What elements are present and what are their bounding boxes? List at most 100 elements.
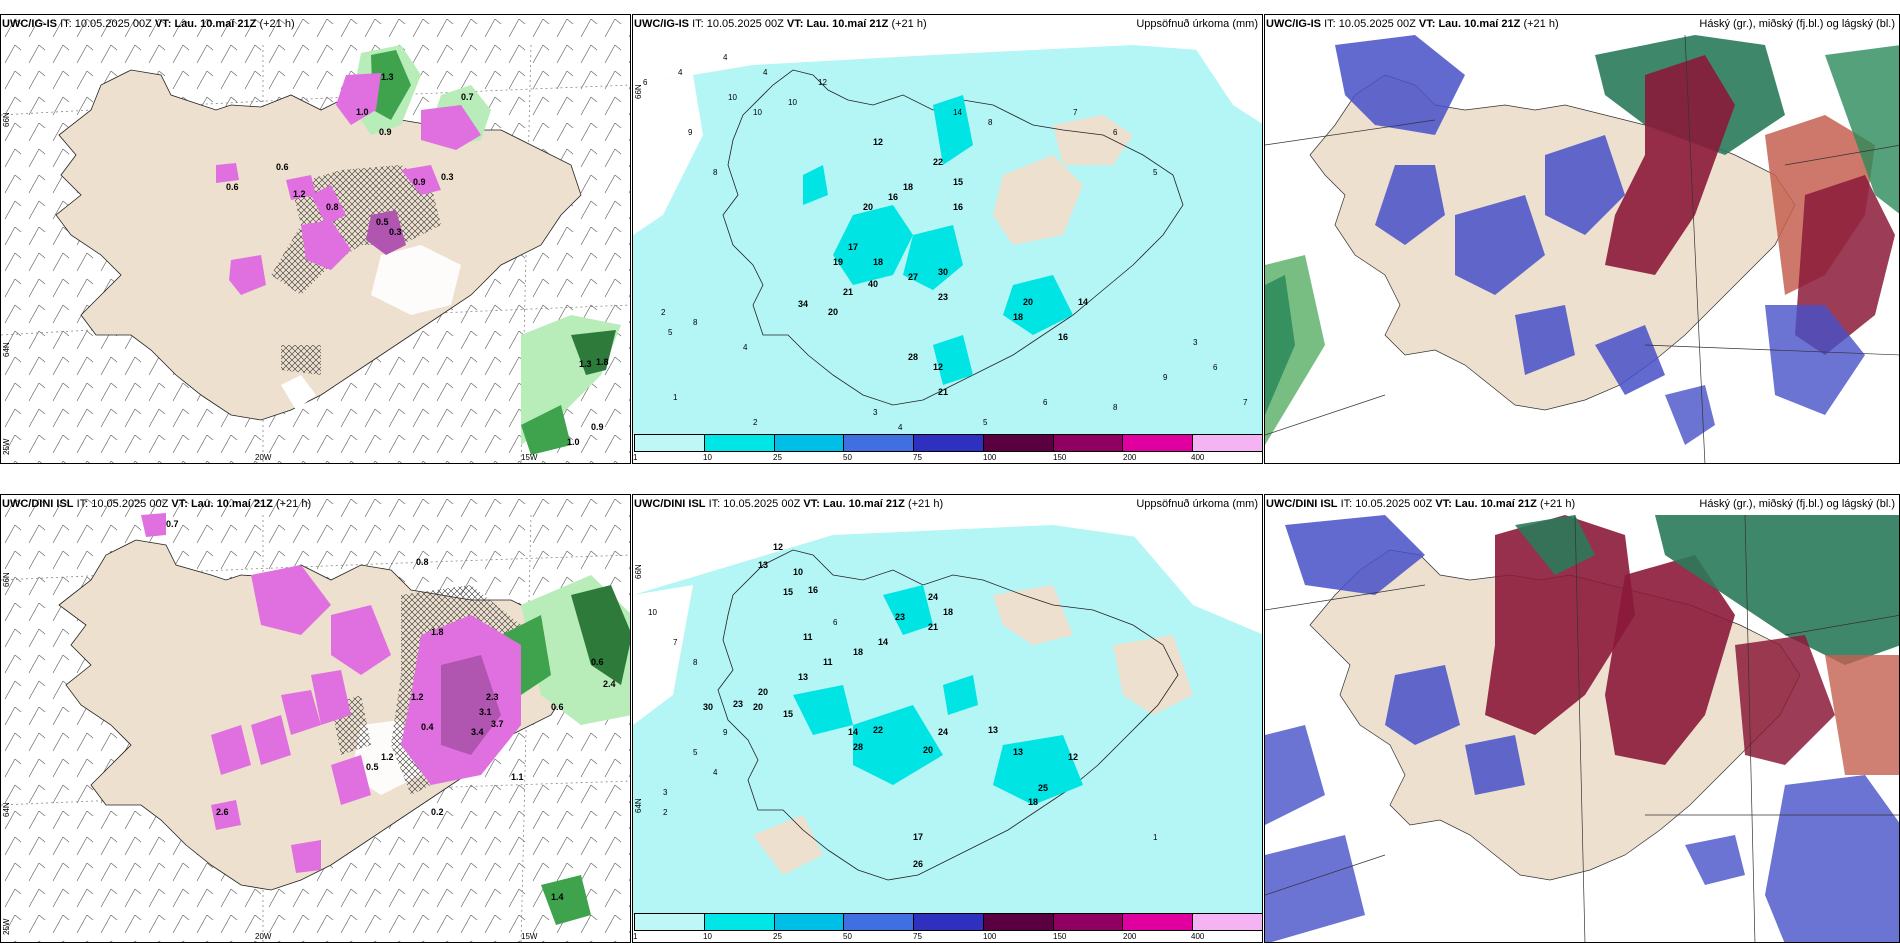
precip-value: 6 — [833, 618, 838, 627]
snow-label: 1.4 — [551, 892, 564, 902]
snow-label: 2.4 — [603, 679, 616, 689]
snow-label: 1.8 — [596, 357, 609, 367]
snow-label: 0.3 — [389, 227, 402, 237]
snow-label: 3.4 — [471, 727, 484, 737]
precip-value: 18 — [943, 607, 953, 617]
colorbar-swatch — [703, 913, 775, 931]
precip-value: 8 — [988, 118, 993, 127]
colorbar-swatch — [982, 913, 1054, 931]
panel-header: UWC/DINI ISL IT: 10.05.2025 00Z VT: Lau.… — [1266, 498, 1576, 510]
precip-value: 23 — [733, 699, 743, 709]
lon-label-15w: 15W — [521, 453, 538, 462]
snow-label: 1.2 — [381, 752, 394, 762]
precip-value: 18 — [853, 647, 863, 657]
lat-label-66: 66N — [2, 572, 11, 587]
snow-map-svg: 0.7 0.8 1.8 1.2 0.6 2.4 0.4 3.1 2.3 3.4 … — [1, 495, 630, 942]
precip-value: 12 — [818, 78, 827, 87]
map-panel-bottom-snow[interactable]: UWC/DINI ISL IT: 10.05.2025 00Z VT: Lau.… — [0, 494, 631, 943]
snow-label: 1.2 — [293, 189, 306, 199]
precip-value: 16 — [953, 202, 963, 212]
colorbar-label: 150 — [1053, 932, 1067, 941]
snow-label: 0.8 — [416, 557, 429, 567]
precip-value: 17 — [848, 242, 858, 252]
precip-colorbar — [634, 913, 1262, 931]
snow-label: 0.6 — [276, 162, 289, 172]
map-panel-top-cloud[interactable]: UWC/IG-IS IT: 10.05.2025 00Z VT: Lau. 10… — [1264, 14, 1900, 464]
map-panel-top-snow[interactable]: UWC/IG-IS IT: 10.05.2025 00Z VT: Lau. 10… — [0, 14, 631, 464]
precip-value: 5 — [668, 328, 673, 337]
precip-value: 23 — [895, 612, 905, 622]
snow-label: 0.3 — [441, 172, 454, 182]
precip-value: 27 — [908, 272, 918, 282]
colorbar-labels: 1 10 25 50 75 100 150 200 400 — [633, 932, 1262, 942]
precip-value: 12 — [933, 362, 943, 372]
colorbar-label: 10 — [703, 453, 712, 462]
precip-value: 12 — [773, 542, 783, 552]
precip-value: 6 — [1043, 398, 1048, 407]
snow-map-svg: 1.3 1.0 0.9 0.7 0.6 1.2 0.8 0.5 0.3 0.6 … — [1, 15, 630, 463]
panel-title: Háský (gr.), miðský (fj.bl.) og lágský (… — [1699, 498, 1895, 510]
precip-value: 13 — [988, 725, 998, 735]
snow-label: 1.3 — [381, 72, 394, 82]
precip-value: 23 — [938, 292, 948, 302]
snow-label: 0.8 — [326, 202, 339, 212]
precip-value: 10 — [793, 567, 803, 577]
precip-value: 24 — [928, 592, 938, 602]
snow-label: 0.9 — [591, 422, 604, 432]
colorbar-swatch — [1192, 434, 1262, 452]
precip-value: 25 — [1038, 783, 1048, 793]
colorbar-label: 75 — [913, 453, 922, 462]
iceland-outline — [717, 549, 1179, 881]
colorbar-label: 25 — [773, 932, 782, 941]
precip-value: 1 — [673, 393, 678, 402]
precip-value: 16 — [808, 585, 818, 595]
panel-title: Uppsöfnuð úrkoma (mm) — [1136, 18, 1258, 30]
panel-header: UWC/IG-IS IT: 10.05.2025 00Z VT: Lau. 10… — [634, 18, 927, 30]
precip-value: 6 — [1113, 128, 1118, 137]
precip-value: 8 — [693, 318, 698, 327]
precip-value: 9 — [723, 728, 728, 737]
cloud-map-svg — [1265, 513, 1899, 942]
precip-value: 9 — [688, 128, 693, 137]
colorbar-label: 150 — [1053, 453, 1067, 462]
colorbar-label: 10 — [703, 932, 712, 941]
precip-value: 20 — [1023, 297, 1033, 307]
panel-header: UWC/IG-IS IT: 10.05.2025 00Z VT: Lau. 10… — [2, 18, 295, 30]
precip-value: 6 — [643, 78, 648, 87]
precip-value: 20 — [828, 307, 838, 317]
lat-label-64: 64N — [2, 802, 11, 817]
lat-label-66: 66N — [2, 112, 11, 127]
snow-label: 3.7 — [491, 719, 504, 729]
precip-value: 34 — [798, 299, 808, 309]
precip-value: 5 — [1153, 168, 1158, 177]
precip-value: 1 — [1153, 833, 1158, 842]
colorbar-label: 1 — [633, 932, 638, 941]
snow-label: 1.2 — [411, 692, 424, 702]
snow-label: 0.7 — [166, 519, 179, 529]
snow-label: 1.0 — [567, 437, 580, 447]
precip-value: 8 — [693, 658, 698, 667]
map-panel-top-precip[interactable]: UWC/IG-IS IT: 10.05.2025 00Z VT: Lau. 10… — [632, 14, 1263, 464]
map-panel-bottom-precip[interactable]: UWC/DINI ISL IT: 10.05.2025 00Z VT: Lau.… — [632, 494, 1263, 943]
lat-label-64: 64N — [634, 798, 643, 813]
precip-value: 21 — [843, 287, 853, 297]
lat-label-66: 66N — [634, 84, 643, 99]
colorbar-swatch — [913, 434, 984, 452]
precip-value: 7 — [673, 638, 678, 647]
precip-value: 11 — [803, 632, 813, 642]
precip-value: 15 — [783, 709, 793, 719]
colorbar-swatch — [703, 434, 775, 452]
cloud-map-svg — [1265, 33, 1899, 463]
lon-label-20w: 20W — [255, 932, 272, 941]
precip-value: 40 — [868, 279, 878, 289]
lat-label-25w: 25W — [2, 438, 11, 455]
precip-map-svg: 12 13 10 16 15 11 23 24 18 21 18 14 13 1… — [633, 513, 1262, 924]
map-panel-bottom-cloud[interactable]: UWC/DINI ISL IT: 10.05.2025 00Z VT: Lau.… — [1264, 494, 1900, 943]
precip-value: 13 — [798, 672, 808, 682]
precip-value: 10 — [648, 608, 657, 617]
precip-value: 13 — [1013, 747, 1023, 757]
precip-value: 19 — [833, 257, 843, 267]
colorbar-label: 25 — [773, 453, 782, 462]
precip-value: 6 — [1213, 363, 1218, 372]
colorbar-swatch — [1052, 913, 1124, 931]
